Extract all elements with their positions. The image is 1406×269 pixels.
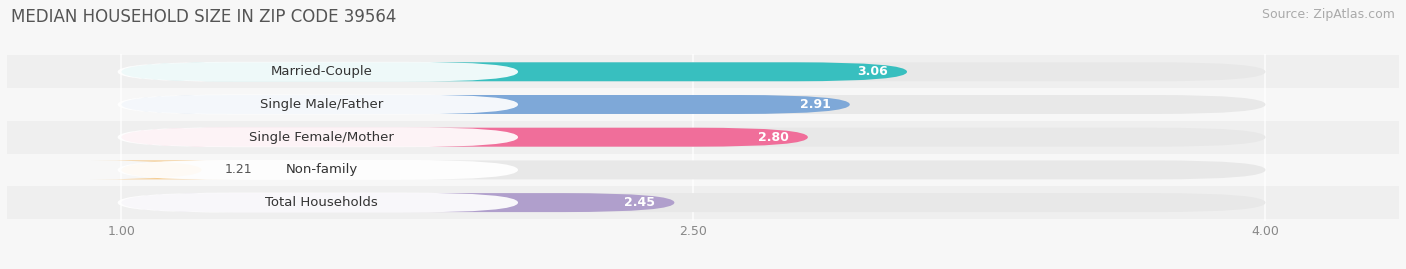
- Bar: [7, 121, 1399, 154]
- Text: 2.80: 2.80: [758, 131, 789, 144]
- FancyBboxPatch shape: [121, 95, 849, 114]
- Bar: [7, 88, 1399, 121]
- FancyBboxPatch shape: [121, 128, 1265, 147]
- FancyBboxPatch shape: [118, 62, 517, 82]
- FancyBboxPatch shape: [121, 62, 1265, 81]
- Text: Single Female/Mother: Single Female/Mother: [249, 131, 394, 144]
- FancyBboxPatch shape: [121, 160, 1265, 179]
- Text: MEDIAN HOUSEHOLD SIZE IN ZIP CODE 39564: MEDIAN HOUSEHOLD SIZE IN ZIP CODE 39564: [11, 8, 396, 26]
- FancyBboxPatch shape: [121, 95, 1265, 114]
- FancyBboxPatch shape: [118, 94, 517, 114]
- FancyBboxPatch shape: [118, 127, 517, 147]
- Text: Married-Couple: Married-Couple: [271, 65, 373, 78]
- FancyBboxPatch shape: [121, 193, 1265, 212]
- Bar: [7, 154, 1399, 186]
- Text: 2.91: 2.91: [800, 98, 831, 111]
- FancyBboxPatch shape: [118, 193, 517, 213]
- Text: 3.06: 3.06: [858, 65, 889, 78]
- Bar: [7, 55, 1399, 88]
- Text: 1.21: 1.21: [225, 163, 252, 176]
- FancyBboxPatch shape: [121, 62, 907, 81]
- FancyBboxPatch shape: [121, 128, 808, 147]
- Text: Non-family: Non-family: [285, 163, 357, 176]
- Bar: [7, 186, 1399, 219]
- Text: Total Households: Total Households: [266, 196, 378, 209]
- FancyBboxPatch shape: [91, 160, 232, 179]
- Text: Single Male/Father: Single Male/Father: [260, 98, 384, 111]
- Text: Source: ZipAtlas.com: Source: ZipAtlas.com: [1261, 8, 1395, 21]
- FancyBboxPatch shape: [121, 193, 675, 212]
- FancyBboxPatch shape: [118, 160, 517, 180]
- Text: 2.45: 2.45: [624, 196, 655, 209]
